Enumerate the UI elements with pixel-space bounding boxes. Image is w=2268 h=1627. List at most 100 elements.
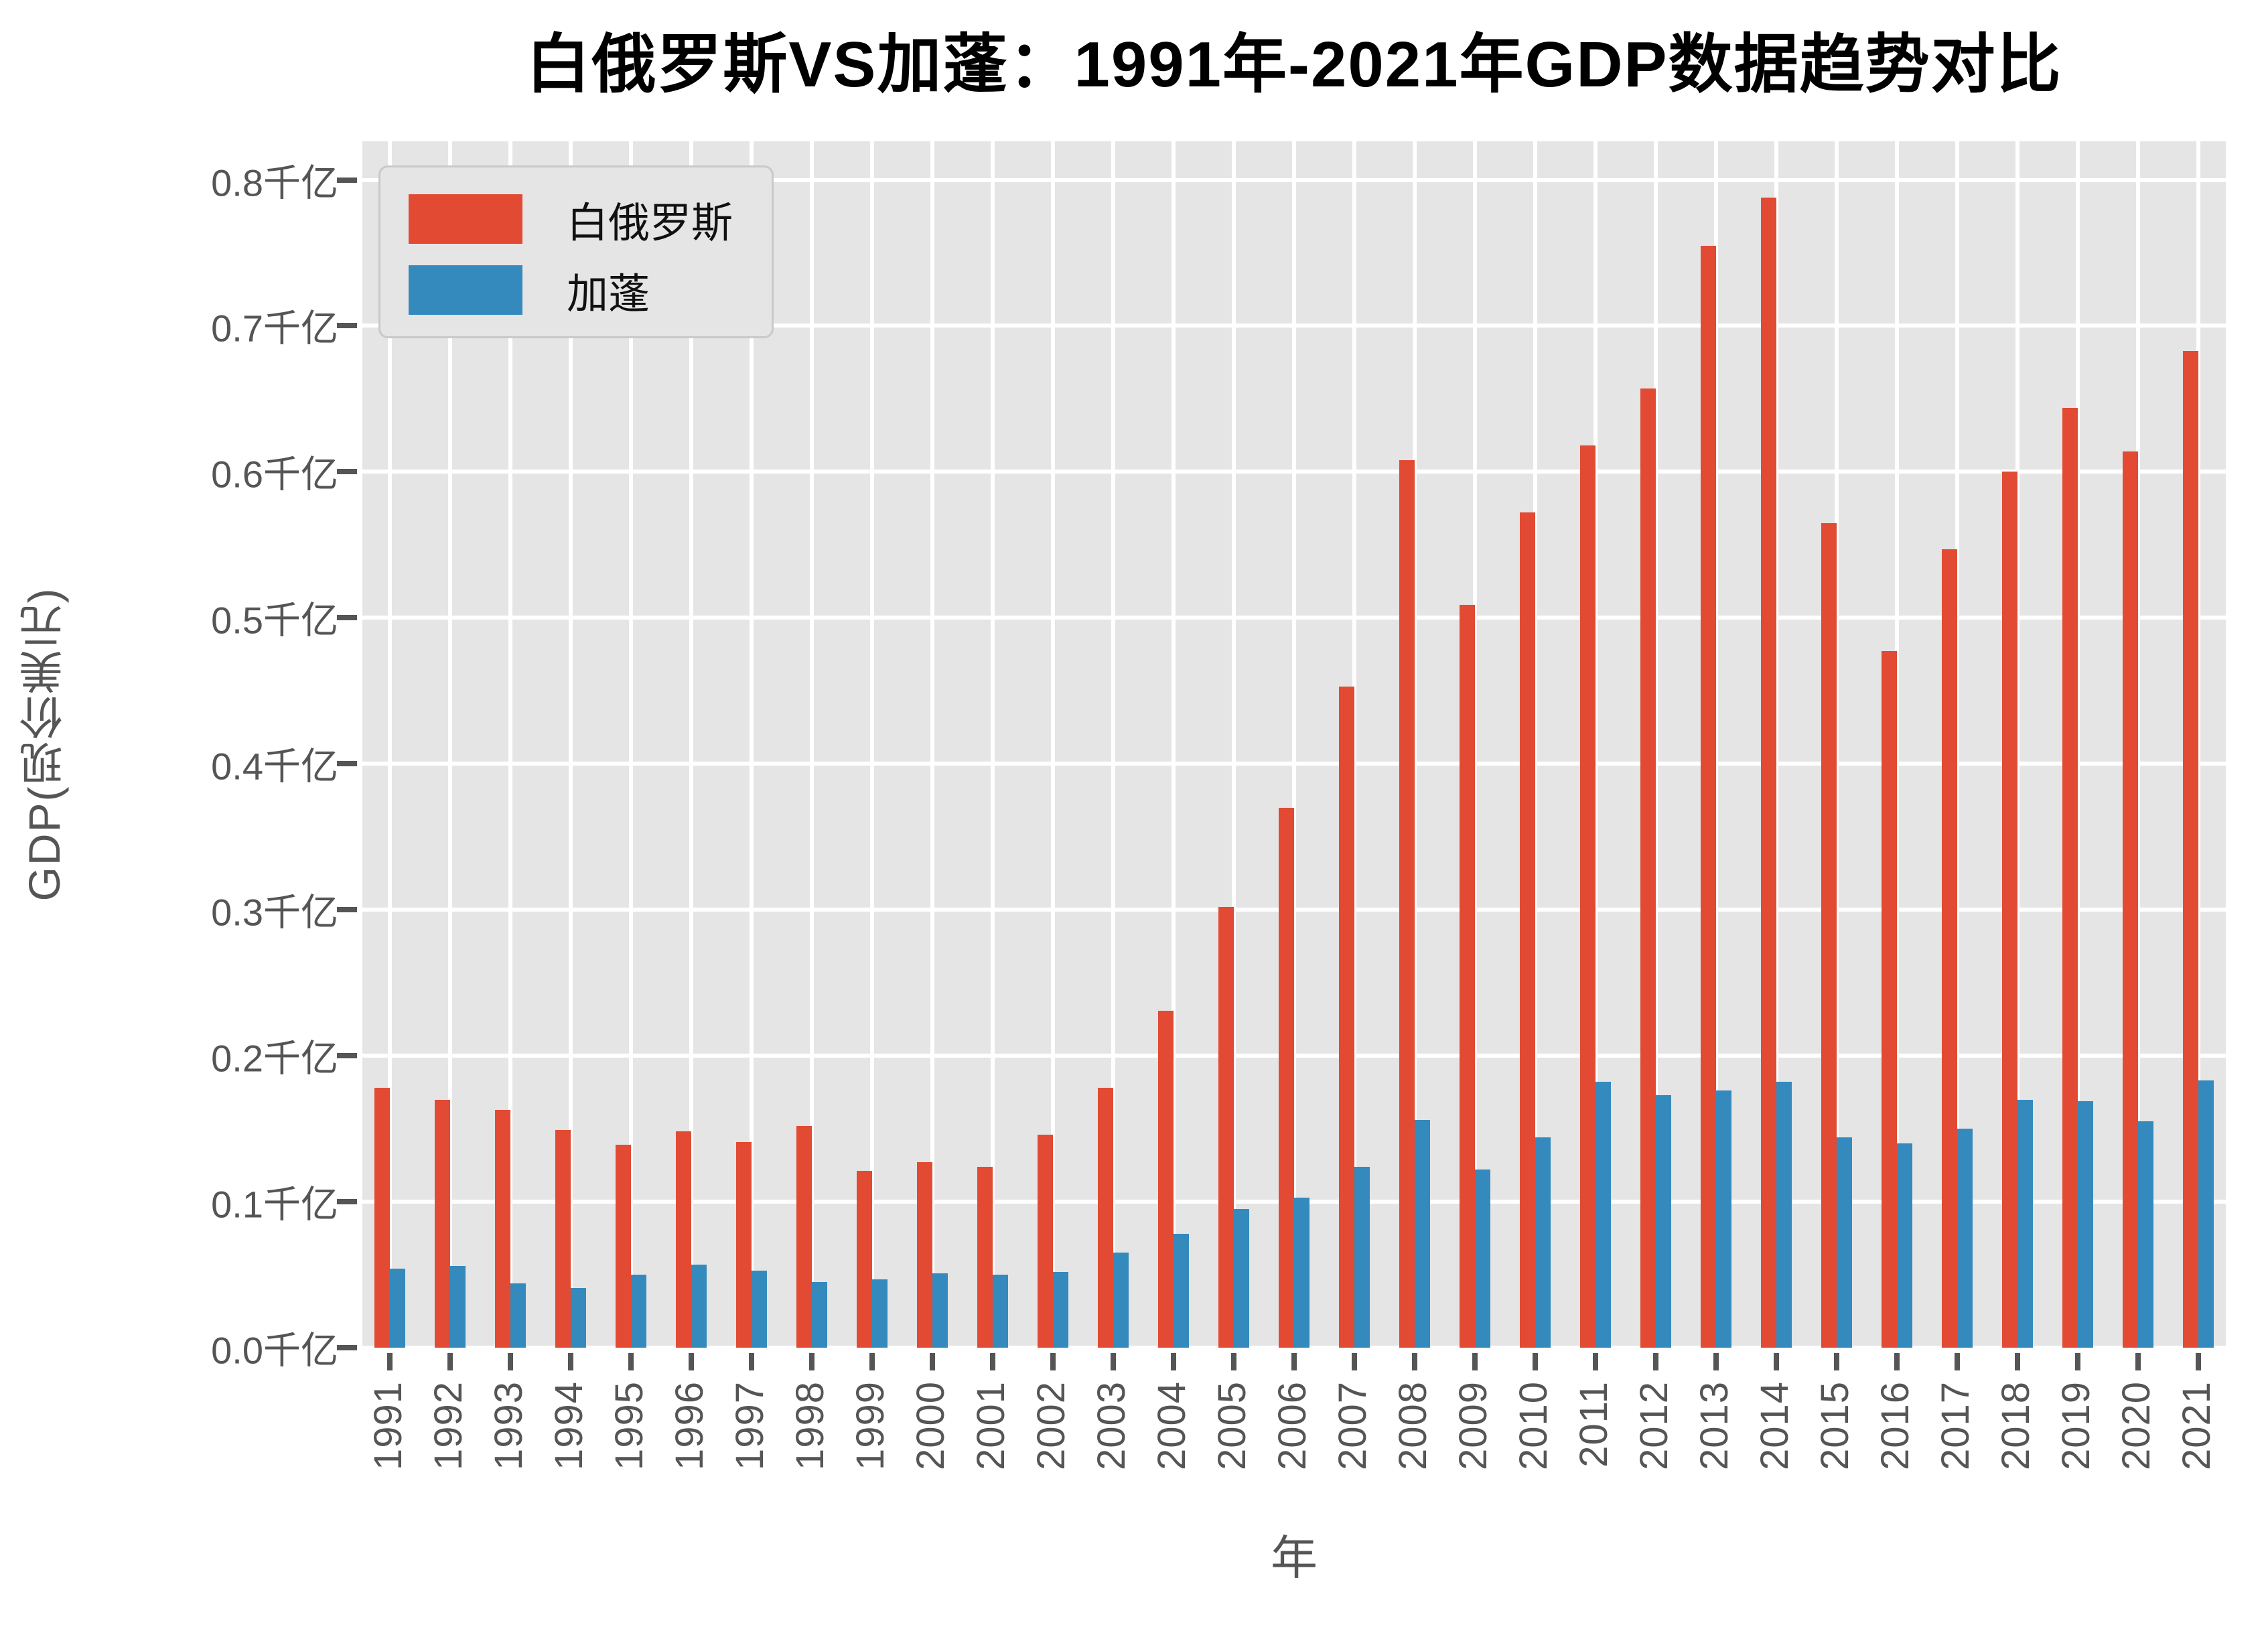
x-axis-label: 年 [1271, 1532, 1318, 1584]
bar-加蓬-2014 [1776, 1082, 1792, 1348]
bar-加蓬-2000 [932, 1273, 948, 1348]
x-tick-mark [1291, 1353, 1297, 1370]
x-tick-label-2015: 2015 [1813, 1381, 1857, 1471]
x-tick-label-1999: 1999 [849, 1381, 892, 1471]
bar-加蓬-2015 [1837, 1137, 1852, 1348]
v-gridline [1172, 141, 1176, 1348]
y-tick-label: 0.5千亿 [211, 599, 338, 642]
v-gridline [1051, 141, 1055, 1348]
v-gridline [689, 141, 693, 1348]
belarus-swatch-icon [409, 194, 522, 244]
y-tick-label: 0.8千亿 [211, 161, 338, 204]
bar-白俄罗斯-2004 [1158, 1010, 1174, 1348]
x-tick-mark [1111, 1353, 1116, 1370]
legend-label-gabon: 加蓬 [567, 271, 650, 317]
x-tick-mark [1533, 1353, 1538, 1370]
x-tick-mark [2015, 1353, 2020, 1370]
y-tick-mark [337, 907, 357, 913]
x-tick-label-2009: 2009 [1451, 1381, 1495, 1471]
bar-加蓬-2007 [1354, 1166, 1370, 1348]
bar-加蓬-1993 [510, 1283, 526, 1348]
x-tick-label-1997: 1997 [728, 1381, 772, 1471]
v-gridline [569, 141, 573, 1348]
x-tick-mark [809, 1353, 814, 1370]
x-tick-label-2007: 2007 [1331, 1381, 1374, 1471]
x-tick-label-2000: 2000 [909, 1381, 952, 1471]
bar-白俄罗斯-2001 [977, 1166, 993, 1348]
bar-白俄罗斯-2012 [1640, 388, 1656, 1348]
v-gridline [1413, 141, 1417, 1348]
x-tick-label-2006: 2006 [1271, 1381, 1314, 1471]
bar-加蓬-2019 [2078, 1101, 2093, 1348]
x-tick-label-1998: 1998 [788, 1381, 832, 1471]
gabon-swatch-icon [409, 265, 522, 315]
legend-label-belarus: 白俄罗斯 [567, 200, 733, 246]
v-gridline [448, 141, 452, 1348]
v-gridline [750, 141, 754, 1348]
x-tick-label-2018: 2018 [1994, 1381, 2038, 1471]
v-gridline [1533, 141, 1537, 1348]
y-tick-mark [337, 1053, 357, 1059]
x-tick-label-2004: 2004 [1150, 1381, 1194, 1471]
v-gridline [388, 141, 392, 1348]
x-tick-mark [1834, 1353, 1839, 1370]
v-gridline [1895, 141, 1899, 1348]
x-tick-mark [447, 1353, 453, 1370]
plot-area [362, 141, 2226, 1350]
x-tick-label-1994: 1994 [547, 1381, 591, 1471]
y-tick-mark [337, 323, 357, 329]
bar-加蓬-2017 [1957, 1129, 1973, 1348]
bar-白俄罗斯-2007 [1339, 686, 1354, 1348]
v-gridline [1473, 141, 1477, 1348]
v-gridline [1714, 141, 1718, 1348]
bar-白俄罗斯-2010 [1520, 512, 1535, 1348]
bar-白俄罗斯-1995 [616, 1145, 631, 1348]
bar-白俄罗斯-2021 [2183, 350, 2198, 1348]
bar-加蓬-2010 [1535, 1137, 1551, 1348]
v-gridline [508, 141, 512, 1348]
v-gridline [991, 141, 995, 1348]
y-tick-label: 0.4千亿 [211, 745, 338, 788]
bar-加蓬-2013 [1716, 1090, 1731, 1348]
x-tick-mark [387, 1353, 393, 1370]
bar-加蓬-2004 [1174, 1234, 1189, 1348]
bar-加蓬-2002 [1053, 1271, 1068, 1348]
bar-白俄罗斯-1998 [796, 1125, 812, 1348]
bar-白俄罗斯-2013 [1701, 245, 1716, 1348]
x-tick-label-2003: 2003 [1090, 1381, 1133, 1471]
x-tick-label-2001: 2001 [969, 1381, 1013, 1471]
bar-白俄罗斯-2011 [1580, 445, 1596, 1348]
v-gridline [2076, 141, 2080, 1348]
v-gridline [1232, 141, 1236, 1348]
x-tick-mark [628, 1353, 634, 1370]
v-gridline [1654, 141, 1658, 1348]
chart-title: 白俄罗斯VS加蓬：1991年-2021年GDP数据趋势对比 [526, 29, 2062, 100]
bar-白俄罗斯-1994 [555, 1130, 571, 1348]
v-gridline [2015, 141, 2019, 1348]
bar-白俄罗斯-2009 [1460, 604, 1475, 1348]
bar-白俄罗斯-2000 [917, 1162, 932, 1348]
x-tick-mark [1653, 1353, 1658, 1370]
v-gridline [1835, 141, 1839, 1348]
v-gridline [1955, 141, 1959, 1348]
x-tick-label-2020: 2020 [2115, 1381, 2158, 1471]
bar-加蓬-2006 [1294, 1197, 1309, 1348]
y-tick-label: 0.3千亿 [211, 891, 338, 934]
y-tick-label: 0.2千亿 [211, 1037, 338, 1080]
x-tick-label-2021: 2021 [2175, 1381, 2218, 1471]
x-tick-mark [1894, 1353, 1900, 1370]
x-tick-mark [1412, 1353, 1417, 1370]
y-tick-label: 0.0千亿 [211, 1329, 338, 1372]
bar-加蓬-2005 [1234, 1208, 1249, 1348]
bar-白俄罗斯-2003 [1098, 1088, 1113, 1348]
legend: 白俄罗斯 加蓬 [378, 165, 774, 338]
x-tick-label-1995: 1995 [608, 1381, 651, 1471]
x-tick-mark [869, 1353, 875, 1370]
x-tick-mark [1593, 1353, 1598, 1370]
x-tick-mark [1231, 1353, 1236, 1370]
bar-白俄罗斯-1997 [736, 1141, 752, 1348]
v-gridline [870, 141, 874, 1348]
bar-白俄罗斯-2015 [1821, 522, 1837, 1348]
x-tick-mark [568, 1353, 573, 1370]
x-tick-label-1996: 1996 [668, 1381, 711, 1471]
